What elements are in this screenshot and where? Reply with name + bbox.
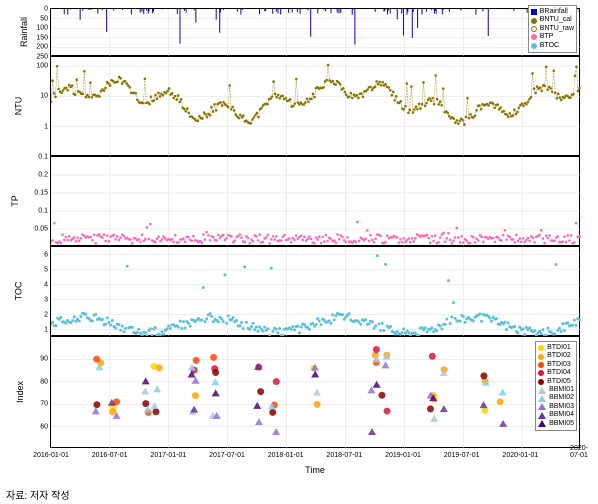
ytick: 250	[26, 54, 48, 61]
legend-item: BNTU_raw	[531, 25, 574, 33]
legend-label: BTP	[540, 33, 554, 41]
legend-swatch-icon	[538, 403, 546, 410]
legend-swatch-icon	[538, 387, 546, 394]
ytick: 0.1	[26, 208, 48, 215]
panel-rainfall: Rainfall050100150200250BRainfallBNTU_cal…	[50, 8, 580, 56]
caption: 자료: 저자 작성	[6, 487, 70, 502]
ytick: 150	[26, 34, 48, 41]
legend-label: BTDI01	[547, 344, 571, 352]
xtick: 2016-01-01	[33, 452, 69, 459]
legend-item: BBMI01	[538, 386, 574, 394]
legend-rainfall: BRainfallBNTU_calBNTU_rawBTPBTOC	[528, 5, 577, 53]
ytick: 70	[26, 401, 48, 408]
legend-item: BTDI02	[538, 352, 574, 360]
legend-item: BTDI04	[538, 369, 574, 377]
ytick: 6	[26, 251, 48, 258]
ytick: 1	[26, 326, 48, 333]
legend-label: BTDI02	[547, 352, 571, 360]
legend-label: BBMI01	[549, 386, 574, 394]
ytick: 90	[26, 356, 48, 363]
legend-swatch-icon	[538, 370, 544, 376]
ytick: 50	[26, 15, 48, 22]
legend-swatch-icon	[538, 345, 544, 351]
legend-item: BBMI02	[538, 394, 574, 402]
xlabel: Time	[305, 465, 325, 475]
legend-index: BTDI01BTDI02BTDI03BTDI04BTDI05BBMI01BBMI…	[535, 341, 577, 431]
legend-item: BBMI05	[538, 420, 574, 428]
legend-label: BBMI04	[549, 411, 574, 419]
legend-swatch-icon	[538, 412, 546, 419]
legend-item: BBMI04	[538, 411, 574, 419]
ytick: 1	[26, 123, 48, 130]
xtick: 2017-07-01	[209, 452, 245, 459]
legend-label: BRainfall	[540, 8, 568, 16]
xtick: 2019-01-01	[385, 452, 421, 459]
legend-swatch-icon	[531, 18, 537, 24]
legend-label: BNTU_raw	[540, 25, 574, 33]
legend-swatch-icon	[531, 9, 537, 15]
ytick: 5	[26, 266, 48, 273]
legend-label: BNTU_cal	[540, 16, 572, 24]
ytick: 3	[26, 296, 48, 303]
legend-item: BTDI01	[538, 344, 574, 352]
ytick: 100	[26, 25, 48, 32]
xtick: 2017-01-01	[150, 452, 186, 459]
legend-item: BTDI03	[538, 361, 574, 369]
ylabel-ntu: NTU	[13, 97, 23, 116]
xtick: 2018-07-01	[326, 452, 362, 459]
legend-label: BTDI05	[547, 378, 571, 386]
ytick: 4	[26, 281, 48, 288]
xtick: 2020-01-01	[502, 452, 538, 459]
ytick: 0.1	[26, 154, 48, 161]
xtick: 2019-07-01	[444, 452, 480, 459]
ylabel-tp: TP	[10, 195, 20, 207]
legend-label: BTDI03	[547, 361, 571, 369]
legend-item: BTOC	[531, 42, 574, 50]
ytick: 0.15	[26, 190, 48, 197]
legend-label: BBMI05	[549, 420, 574, 428]
legend-swatch-icon	[538, 354, 544, 360]
chart-area: Rainfall050100150200250BRainfallBNTU_cal…	[50, 8, 580, 478]
legend-swatch-icon	[538, 420, 546, 427]
panel-index: Index60708090BTDI01BTDI02BTDI03BTDI04BTD…	[50, 336, 580, 448]
legend-label: BTOC	[540, 42, 559, 50]
legend-item: BTP	[531, 33, 574, 41]
legend-item: BBMI03	[538, 403, 574, 411]
legend-swatch-icon	[531, 26, 537, 32]
ytick: 0.2	[26, 172, 48, 179]
panel-tp: TP0.050.10.150.2	[50, 156, 580, 246]
legend-swatch-icon	[538, 379, 544, 385]
legend-item: BTDI05	[538, 378, 574, 386]
xtick: 2016-07-01	[92, 452, 128, 459]
ytick: 100	[26, 63, 48, 70]
legend-label: BBMI03	[549, 403, 574, 411]
legend-label: BTDI04	[547, 369, 571, 377]
ytick: 60	[26, 423, 48, 430]
ytick: 0	[26, 6, 48, 13]
ylabel-index: Index	[15, 381, 25, 403]
ytick: 10	[26, 93, 48, 100]
panel-toc: TOC123456	[50, 246, 580, 336]
legend-swatch-icon	[538, 362, 544, 368]
ylabel-toc: TOC	[13, 282, 23, 301]
xtick: 2018-01-01	[268, 452, 304, 459]
legend-item: BRainfall	[531, 8, 574, 16]
legend-label: BBMI02	[549, 394, 574, 402]
legend-swatch-icon	[531, 43, 537, 49]
ytick: 80	[26, 378, 48, 385]
ytick: 2	[26, 311, 48, 318]
ytick: 0.05	[26, 226, 48, 233]
panel-ntu: NTU0.1110100	[50, 56, 580, 156]
ytick: 200	[26, 44, 48, 51]
legend-swatch-icon	[531, 34, 537, 40]
legend-item: BNTU_cal	[531, 16, 574, 24]
xtick: 2020-07-01	[570, 445, 588, 459]
legend-swatch-icon	[538, 395, 546, 402]
